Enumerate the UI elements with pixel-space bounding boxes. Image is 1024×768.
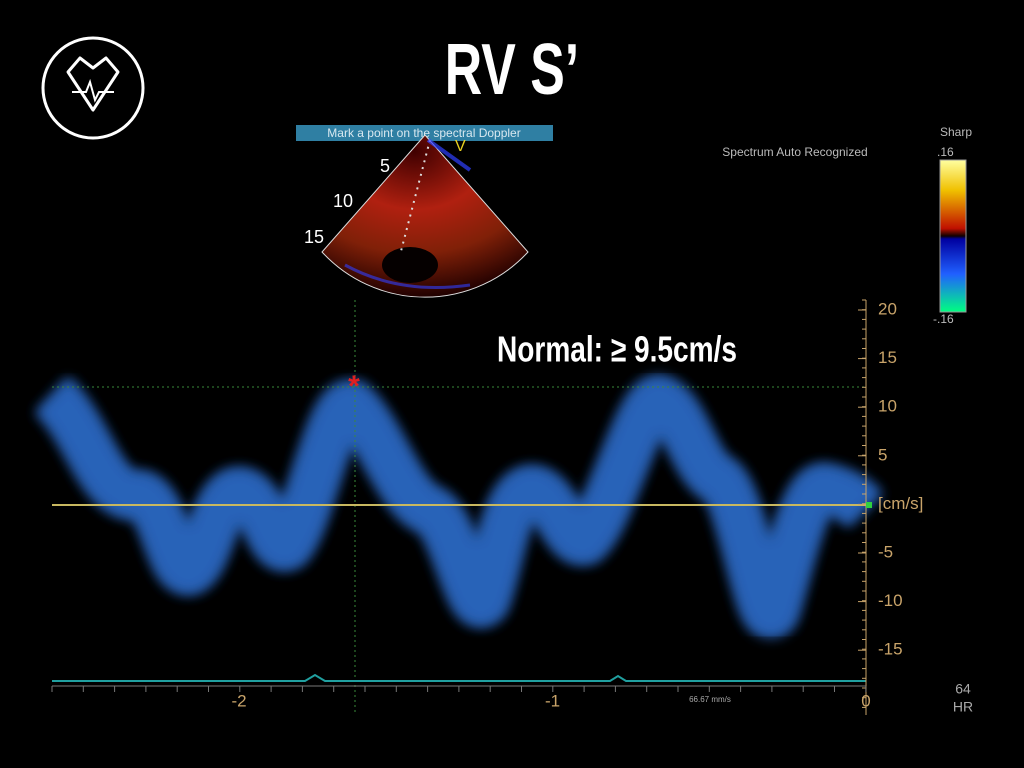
color-scale-min: -.16 bbox=[933, 312, 954, 326]
annotation: Normal: ≥ 9.5cm/s bbox=[497, 329, 737, 369]
status: Spectrum Auto Recognized bbox=[722, 145, 867, 159]
depth-label: 5 bbox=[380, 156, 390, 176]
velocity-tick-label: -15 bbox=[878, 640, 903, 659]
depth-label: 10 bbox=[333, 191, 353, 211]
sector-marker: V bbox=[455, 138, 466, 155]
depth-label: 15 bbox=[304, 227, 324, 247]
time-tick-label: -2 bbox=[231, 691, 246, 710]
logo bbox=[41, 36, 145, 140]
heart-rate: 64 bbox=[955, 681, 971, 697]
time-tick-label: -1 bbox=[545, 691, 560, 710]
color-scale-max: .16 bbox=[937, 145, 954, 159]
time-tick-label: 0 bbox=[861, 691, 870, 710]
velocity-tick-label: 15 bbox=[878, 348, 897, 367]
peak-marker: * bbox=[348, 370, 360, 403]
ecg-trace bbox=[52, 673, 866, 682]
doppler-spectrum bbox=[52, 395, 865, 614]
sweep-speed: 66.67 mm/s bbox=[689, 695, 731, 704]
velocity-tick-label: 5 bbox=[878, 445, 887, 464]
velocity-tick-label: -10 bbox=[878, 591, 903, 610]
color-scale-label: Sharp bbox=[940, 125, 972, 139]
sector-image: 5 10 15 V bbox=[304, 134, 529, 298]
prompt-bar bbox=[296, 125, 553, 141]
baseline-marker bbox=[866, 502, 872, 508]
title: RV S’ bbox=[445, 30, 579, 110]
velocity-tick-label: [cm/s] bbox=[878, 494, 923, 513]
velocity-tick-label: -5 bbox=[878, 542, 893, 561]
velocity-tick-label: 20 bbox=[878, 299, 897, 318]
prompt: Mark a point on the spectral Doppler bbox=[327, 126, 520, 140]
heart-rate-unit: HR bbox=[953, 699, 973, 715]
velocity-tick-label: 10 bbox=[878, 397, 897, 416]
color-bar bbox=[939, 159, 967, 313]
